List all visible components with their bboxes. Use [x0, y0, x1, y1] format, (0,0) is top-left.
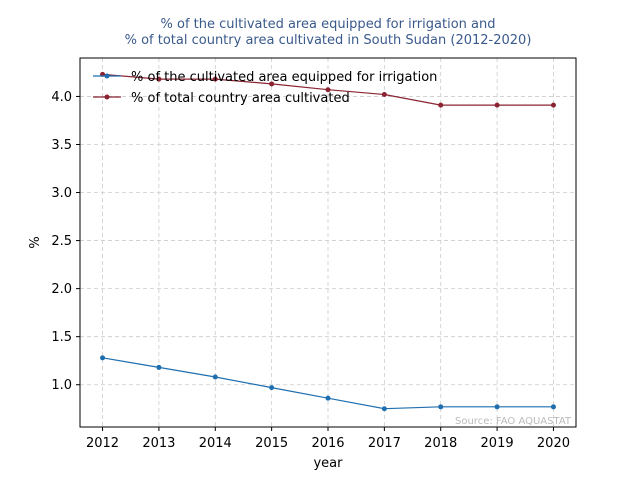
y-axis-label: %: [28, 236, 43, 248]
y-tick-label: 3.0: [51, 186, 72, 201]
source-note: Source: FAO AQUASTAT: [455, 416, 572, 427]
y-tick-label: 1.5: [51, 330, 72, 345]
chart-title-line-1: % of the cultivated area equipped for ir…: [161, 17, 496, 32]
y-tick-label: 2.5: [51, 234, 72, 249]
x-tick-label: 2015: [255, 436, 288, 451]
data-point: [269, 81, 275, 87]
x-tick-label: 2016: [311, 436, 344, 451]
legend-label: % of the cultivated area equipped for ir…: [131, 70, 437, 85]
legend-label: % of total country area cultivated: [131, 91, 350, 106]
data-point: [550, 102, 556, 108]
y-tick-label: 2.0: [51, 282, 72, 297]
data-point: [381, 92, 387, 98]
legend-swatch-marker: [104, 94, 110, 100]
y-tick-label: 4.0: [51, 90, 72, 105]
x-tick-label: 2018: [424, 436, 457, 451]
x-tick-label: 2013: [142, 436, 175, 451]
data-point: [269, 385, 275, 391]
data-point: [156, 364, 162, 370]
data-point: [494, 102, 500, 108]
data-point: [325, 395, 331, 401]
data-point: [212, 374, 218, 380]
x-tick-label: 2019: [481, 436, 514, 451]
x-tick-label: 2020: [537, 436, 570, 451]
data-point: [156, 76, 162, 82]
data-point: [100, 355, 106, 361]
legend: % of the cultivated area equipped for ir…: [93, 70, 437, 106]
data-point: [438, 404, 444, 410]
chart-title-line-2: % of total country area cultivated in So…: [125, 33, 532, 48]
x-axis-label: year: [313, 456, 343, 471]
y-tick-label: 1.0: [51, 378, 72, 393]
x-tick-label: 2017: [368, 436, 401, 451]
y-axis: 1.0 1.5 2.0 2.5 3.0 3.5 4.0: [51, 90, 80, 393]
data-point: [494, 404, 500, 410]
legend-swatch-marker: [104, 73, 110, 79]
data-point: [325, 87, 331, 93]
data-point: [381, 406, 387, 412]
data-point: [212, 76, 218, 82]
x-tick-label: 2012: [86, 436, 119, 451]
data-point: [438, 102, 444, 108]
x-axis: 2012 2013 2014 2015 2016 2017 2018 2019 2020: [86, 427, 570, 451]
x-tick-label: 2014: [199, 436, 232, 451]
y-tick-label: 3.5: [51, 138, 72, 153]
grid: [80, 58, 576, 427]
data-point: [550, 404, 556, 410]
series-layer: [100, 71, 556, 412]
